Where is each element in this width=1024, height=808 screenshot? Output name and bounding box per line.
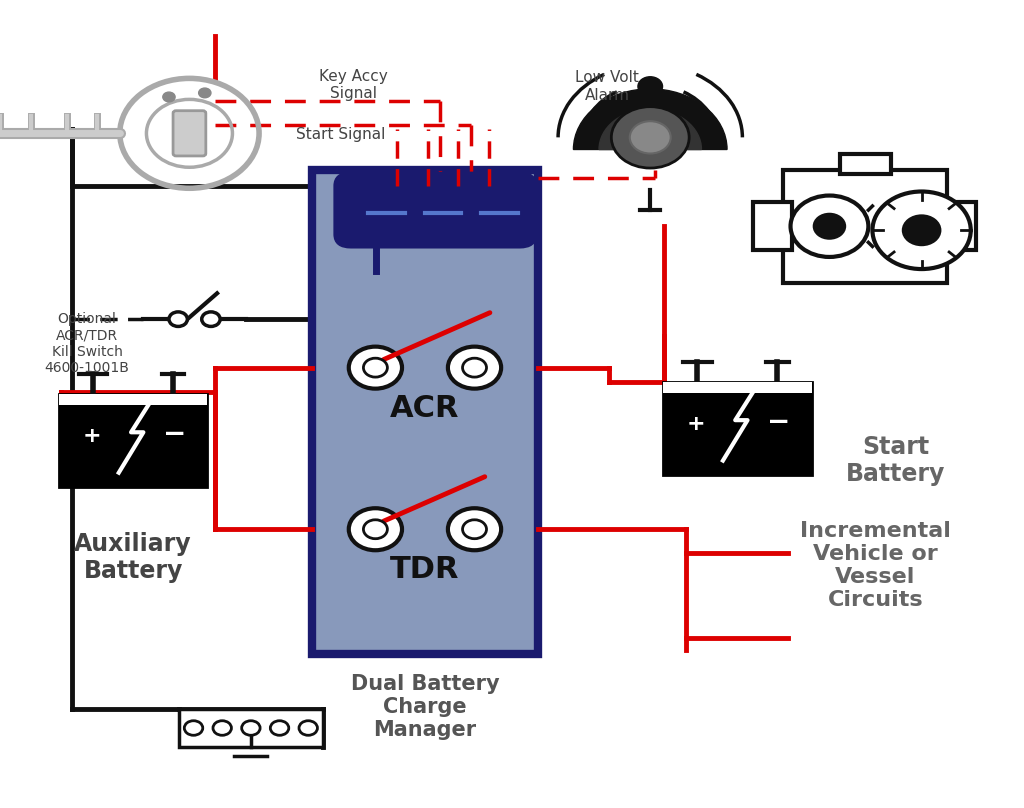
Text: Optional
ACR/TDR
Kill Switch
4600-1001B: Optional ACR/TDR Kill Switch 4600-1001B bbox=[45, 312, 129, 375]
Circle shape bbox=[184, 721, 203, 735]
Circle shape bbox=[630, 121, 671, 154]
FancyBboxPatch shape bbox=[173, 111, 206, 156]
Text: Low Volt
Alarm: Low Volt Alarm bbox=[575, 70, 639, 103]
FancyBboxPatch shape bbox=[783, 170, 947, 283]
Text: −: − bbox=[163, 420, 186, 448]
Text: ACR: ACR bbox=[390, 393, 460, 423]
Circle shape bbox=[349, 508, 402, 550]
Bar bbox=[664, 382, 811, 393]
Text: TDR: TDR bbox=[390, 555, 460, 584]
Bar bbox=[664, 382, 811, 475]
Circle shape bbox=[791, 196, 868, 257]
Text: Auxiliary
Battery: Auxiliary Battery bbox=[75, 532, 191, 583]
Circle shape bbox=[349, 347, 402, 389]
Circle shape bbox=[463, 520, 486, 539]
Circle shape bbox=[299, 721, 317, 735]
Circle shape bbox=[270, 721, 289, 735]
Bar bbox=[59, 393, 207, 486]
Circle shape bbox=[213, 721, 231, 735]
Bar bbox=[840, 154, 891, 174]
Bar bbox=[59, 393, 207, 405]
Circle shape bbox=[611, 107, 689, 168]
Text: Key Accy
Signal: Key Accy Signal bbox=[318, 69, 388, 101]
Circle shape bbox=[872, 191, 971, 269]
Circle shape bbox=[169, 312, 187, 326]
Circle shape bbox=[638, 77, 663, 96]
Bar bbox=[179, 709, 323, 747]
FancyBboxPatch shape bbox=[312, 170, 538, 654]
Circle shape bbox=[364, 520, 387, 539]
Bar bbox=[753, 202, 792, 250]
Circle shape bbox=[447, 508, 501, 550]
Circle shape bbox=[447, 347, 501, 389]
Bar bbox=[940, 202, 976, 250]
Wedge shape bbox=[573, 89, 727, 149]
Text: −: − bbox=[767, 408, 791, 436]
Circle shape bbox=[463, 358, 486, 377]
Circle shape bbox=[903, 216, 940, 245]
Text: Start
Battery: Start Battery bbox=[846, 435, 946, 486]
Circle shape bbox=[202, 312, 220, 326]
Circle shape bbox=[364, 358, 387, 377]
Text: Start Signal: Start Signal bbox=[296, 128, 386, 142]
Circle shape bbox=[199, 88, 211, 98]
Text: +: + bbox=[82, 427, 100, 446]
Circle shape bbox=[163, 92, 175, 102]
FancyBboxPatch shape bbox=[336, 174, 536, 246]
Text: +: + bbox=[686, 415, 705, 434]
Circle shape bbox=[242, 721, 260, 735]
Text: Incremental
Vehicle or
Vessel
Circuits: Incremental Vehicle or Vessel Circuits bbox=[800, 521, 951, 610]
Circle shape bbox=[814, 214, 845, 238]
Text: Dual Battery
Charge
Manager: Dual Battery Charge Manager bbox=[350, 674, 500, 740]
Wedge shape bbox=[599, 109, 701, 149]
